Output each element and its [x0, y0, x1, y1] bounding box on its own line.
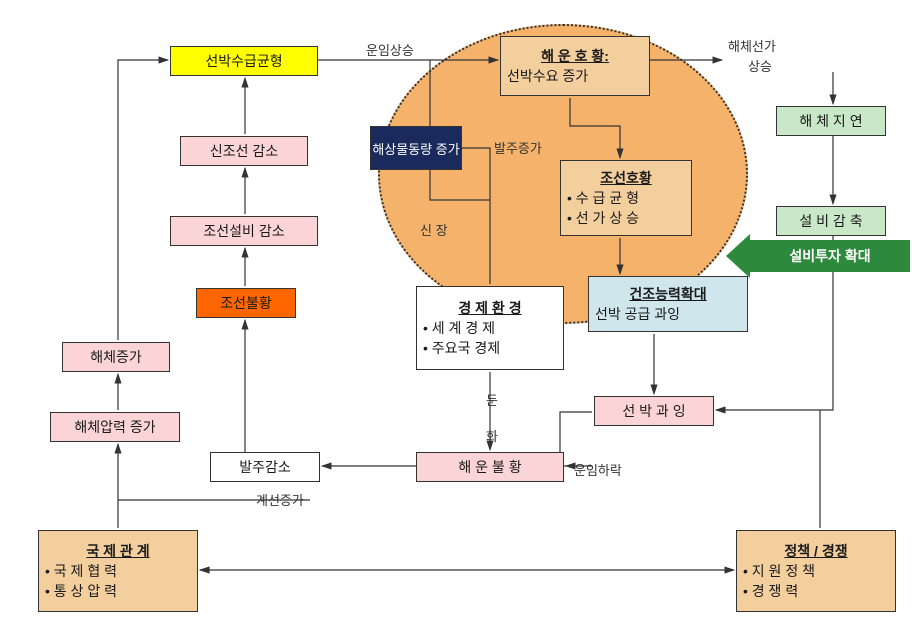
- node-n16: 해체압력 증가: [50, 412, 180, 442]
- node-n8: 경 제 환 경• 세 계 경 제• 주요국 경제: [416, 286, 564, 370]
- node-item: 선박 공급 과잉: [589, 304, 747, 324]
- investment-block-arrow: 설비투자 확대: [750, 240, 910, 272]
- edge-label-l1: 운임상승: [366, 40, 414, 59]
- node-item: • 세 계 경 제: [417, 318, 563, 338]
- edge-label-l4: 발주증가: [494, 138, 542, 157]
- node-n14: 발주감소: [210, 452, 320, 482]
- edge-label-l8: 운임하락: [574, 460, 622, 479]
- node-title: 해 운 호 황:: [541, 46, 609, 66]
- node-n5: 해상물동량 증가: [370, 126, 462, 170]
- node-n9: 건조능력확대선박 공급 과잉: [588, 276, 748, 332]
- node-item: • 주요국 경제: [417, 338, 563, 358]
- node-title: 건조능력확대: [629, 284, 706, 304]
- edge-label-l6: 둔: [486, 390, 498, 409]
- node-n2: 신조선 감소: [180, 136, 308, 166]
- edge-label-l3: 상승: [748, 56, 772, 75]
- node-title: 경 제 환 경: [458, 298, 521, 318]
- node-item: • 지 원 정 책: [737, 561, 895, 581]
- node-title: 정책 / 경쟁: [784, 541, 847, 561]
- node-item: • 경 쟁 력: [737, 581, 895, 601]
- edge-label-l9: 계선증가: [256, 490, 304, 509]
- node-item: 선박수요 증가: [501, 66, 649, 86]
- node-item: • 수 급 균 형: [561, 188, 691, 208]
- node-item: • 통 상 압 력: [39, 581, 197, 601]
- node-n12: 선 박 과 잉: [594, 396, 714, 426]
- node-n1: 선박수급균형: [170, 46, 318, 76]
- edge-label-l2: 해체선가: [728, 36, 776, 55]
- node-n6: 해 운 호 황:선박수요 증가: [500, 36, 650, 96]
- node-n18: 정책 / 경쟁• 지 원 정 책• 경 쟁 력: [736, 530, 896, 612]
- node-n15: 해체증가: [62, 342, 170, 372]
- diagram-canvas: 선박수급균형신조선 감소조선설비 감소조선불황해상물동량 증가해 운 호 황:선…: [0, 0, 912, 635]
- node-n17: 국 제 관 계• 국 제 협 력• 통 상 압 력: [38, 530, 198, 612]
- node-n11: 설 비 감 축: [776, 206, 886, 236]
- node-item: • 선 가 상 승: [561, 208, 691, 228]
- node-n4: 조선불황: [196, 288, 296, 318]
- node-n3: 조선설비 감소: [170, 216, 318, 246]
- node-n7: 조선호황• 수 급 균 형• 선 가 상 승: [560, 160, 692, 236]
- node-n10: 해 체 지 연: [776, 106, 886, 136]
- edge-label-l5: 신 장: [420, 220, 448, 239]
- node-title: 조선호황: [600, 168, 652, 188]
- block-arrow-label: 설비투자 확대: [789, 246, 870, 266]
- node-n13: 해 운 불 황: [416, 452, 564, 482]
- node-item: • 국 제 협 력: [39, 561, 197, 581]
- edge-label-l7: 화: [486, 426, 498, 445]
- node-title: 국 제 관 계: [86, 541, 149, 561]
